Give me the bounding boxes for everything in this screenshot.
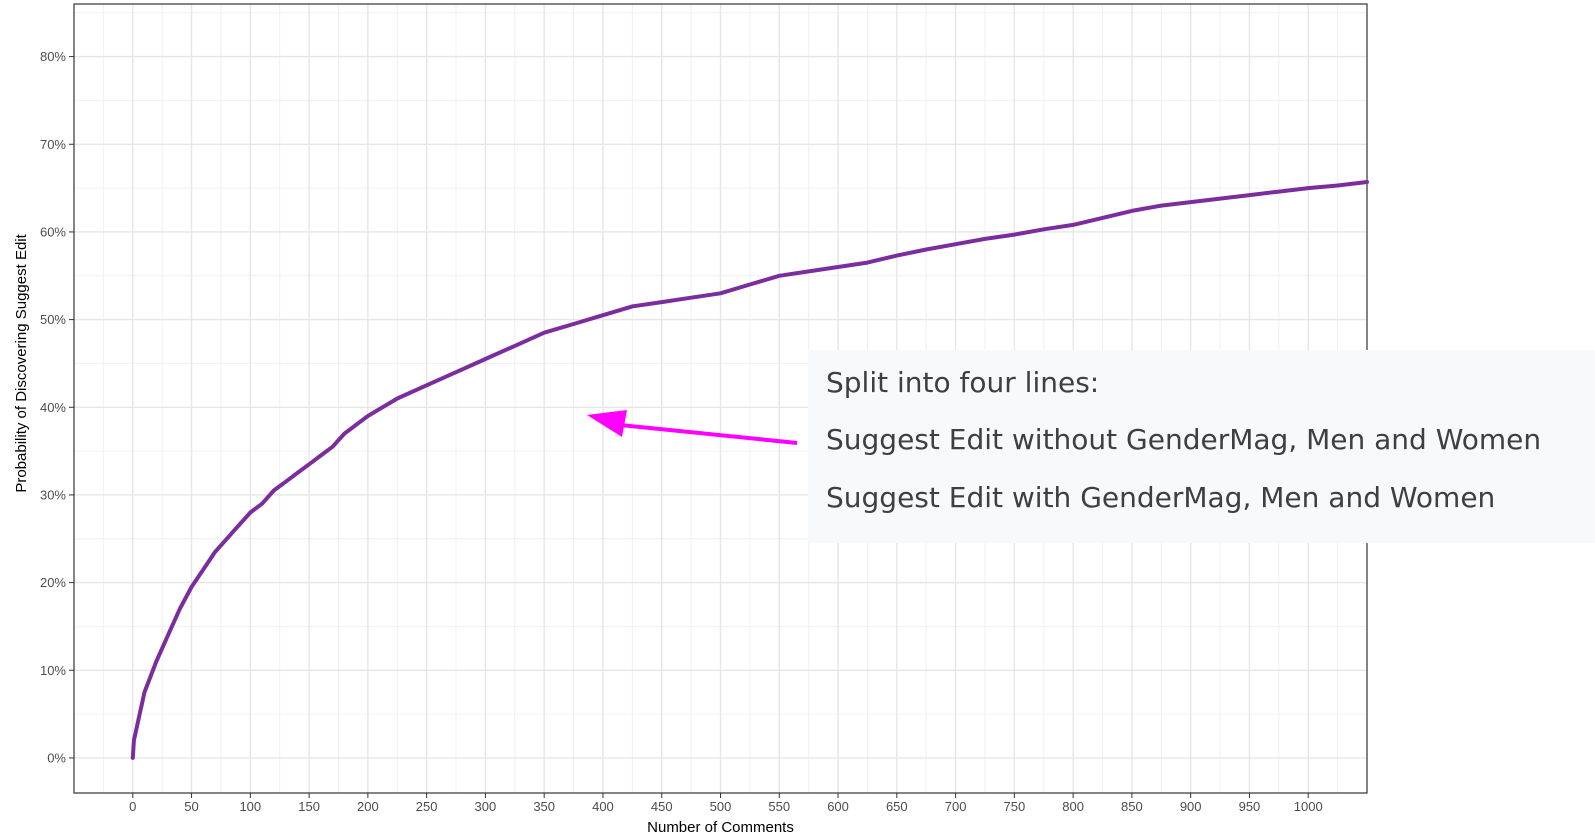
x-tick-label: 450: [651, 799, 673, 814]
y-tick-label: 50%: [40, 312, 66, 327]
y-axis: 0% 10% 20% 30% 40% 50% 60% 70% 80%: [40, 49, 74, 765]
x-tick-label: 0: [129, 799, 136, 814]
x-tick-label: 800: [1062, 799, 1084, 814]
x-tick-label: 750: [1004, 799, 1026, 814]
x-tick-label: 500: [710, 799, 732, 814]
x-tick-label: 150: [298, 799, 320, 814]
x-tick-label: 50: [184, 799, 198, 814]
annotation-line-1: Split into four lines:: [826, 366, 1099, 399]
y-tick-label: 30%: [40, 487, 66, 502]
x-tick-label: 550: [768, 799, 790, 814]
x-tick-label: 650: [886, 799, 908, 814]
y-tick-label: 0%: [47, 750, 66, 765]
y-tick-label: 10%: [40, 663, 66, 678]
x-tick-label: 600: [827, 799, 849, 814]
y-tick-label: 80%: [40, 49, 66, 64]
x-tick-label: 700: [945, 799, 967, 814]
y-tick-label: 40%: [40, 400, 66, 415]
annotation-arrow: [587, 410, 797, 443]
x-tick-label: 400: [592, 799, 614, 814]
arrow-shaft: [620, 425, 797, 443]
y-tick-label: 70%: [40, 137, 66, 152]
y-axis-title: Probability of Discovering Suggest Edit: [13, 233, 30, 492]
x-axis: 0 50 100 150 200 250 300 350 400 450 500 550 600 650 7…: [129, 793, 1323, 814]
y-tick-label: 20%: [40, 575, 66, 590]
x-tick-label: 900: [1180, 799, 1202, 814]
annotation-line-3: Suggest Edit with GenderMag, Men and Wom…: [826, 481, 1495, 514]
x-tick-label: 300: [475, 799, 497, 814]
x-tick-label: 100: [239, 799, 261, 814]
arrow-head: [587, 410, 627, 437]
annotation-line-2: Suggest Edit without GenderMag, Men and …: [826, 423, 1541, 456]
x-tick-label: 950: [1239, 799, 1261, 814]
x-tick-label: 350: [533, 799, 555, 814]
x-tick-label: 850: [1121, 799, 1143, 814]
x-tick-label: 200: [357, 799, 379, 814]
y-tick-label: 60%: [40, 224, 66, 239]
x-tick-label: 1000: [1294, 799, 1323, 814]
annotation-callout: Split into four lines: Suggest Edit with…: [808, 350, 1595, 543]
x-axis-title: Number of Comments: [647, 819, 794, 834]
x-tick-label: 250: [416, 799, 438, 814]
